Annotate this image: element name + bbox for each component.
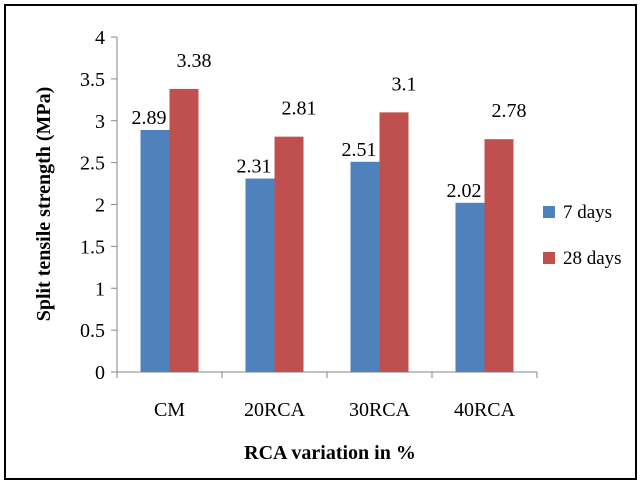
data-label: 2.78 bbox=[492, 100, 527, 122]
data-label-group: 2.89 3.38 2.31 2.81 2.51 3.1 2.02 2.78 bbox=[132, 50, 527, 202]
y-tick-group: 0 0.5 1 1.5 2 2.5 3 3.5 4 bbox=[80, 27, 117, 384]
x-tick-label: 30RCA bbox=[349, 399, 411, 421]
data-label: 2.89 bbox=[132, 107, 167, 129]
chart-frame bbox=[4, 4, 637, 480]
y-tick-label: 0.5 bbox=[80, 320, 105, 342]
bar-28-days bbox=[379, 112, 409, 372]
legend-swatch bbox=[543, 206, 555, 218]
y-tick-label: 3 bbox=[95, 111, 105, 133]
y-axis-title: Split tensile strength (MPa) bbox=[33, 87, 55, 322]
data-label: 2.51 bbox=[342, 139, 377, 161]
data-label: 2.81 bbox=[282, 98, 317, 120]
x-tick-label: CM bbox=[154, 399, 185, 421]
bar-group bbox=[140, 88, 514, 373]
y-tick-label: 0 bbox=[95, 362, 105, 384]
bar-28-days bbox=[484, 139, 514, 372]
x-tick-label: 40RCA bbox=[454, 399, 516, 421]
bar-28-days bbox=[274, 136, 304, 372]
bar-7-days bbox=[455, 202, 485, 372]
data-label: 3.38 bbox=[177, 50, 212, 72]
y-tick-label: 1.5 bbox=[80, 236, 105, 258]
bar-28-days bbox=[169, 88, 199, 373]
bar-7-days bbox=[245, 178, 275, 372]
y-tick-label: 3.5 bbox=[80, 69, 105, 91]
data-label: 2.31 bbox=[237, 156, 272, 178]
legend-label: 7 days bbox=[563, 202, 612, 223]
data-label: 3.1 bbox=[392, 73, 417, 95]
bar-7-days bbox=[140, 129, 170, 372]
x-tick-label: 20RCA bbox=[244, 399, 306, 421]
y-tick-label: 1 bbox=[95, 278, 105, 300]
y-tick-label: 2 bbox=[95, 195, 105, 217]
legend-label: 28 days bbox=[563, 248, 622, 269]
y-tick-label: 4 bbox=[95, 27, 105, 49]
x-axis-title: RCA variation in % bbox=[244, 442, 416, 464]
data-label: 2.02 bbox=[447, 180, 482, 202]
legend-swatch bbox=[543, 252, 555, 264]
x-tick-group: CM 20RCA 30RCA 40RCA bbox=[116, 372, 538, 421]
y-tick-label: 2.5 bbox=[80, 153, 105, 175]
legend: 7 days 28 days bbox=[543, 202, 622, 269]
bar-7-days bbox=[350, 161, 380, 372]
